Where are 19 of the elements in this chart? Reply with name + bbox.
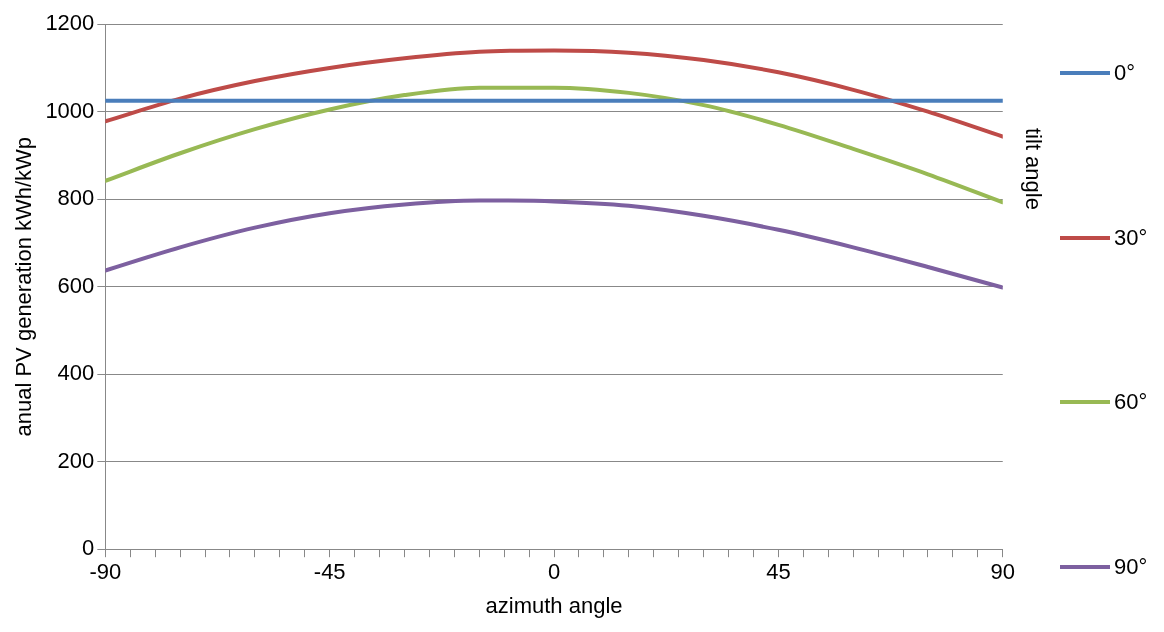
y-tick-label: 1000: [45, 97, 95, 123]
x-axis-title: azimuth angle: [485, 592, 623, 618]
x-tick-label: 45: [766, 559, 791, 585]
y-tick-label: 200: [57, 447, 95, 473]
x-tick-label: 90: [990, 559, 1016, 585]
y-tick-label: 600: [57, 272, 95, 298]
y-tick-label: 400: [57, 360, 95, 386]
legend-label: 30°: [1114, 224, 1148, 251]
x-tick-label: -90: [89, 559, 122, 585]
legend-label: 60°: [1114, 389, 1148, 416]
y-tick-label: 800: [57, 185, 95, 211]
legend-label: 0°: [1114, 60, 1136, 86]
y-tick-label: 0: [82, 535, 95, 561]
x-tick-label: -45: [313, 559, 346, 585]
y-axis-title: anual PV generation kWh/kWp: [11, 136, 37, 437]
x-tick-label: 0: [547, 559, 561, 585]
legend-title: tilt angle: [1020, 128, 1046, 210]
legend-label: 90°: [1114, 553, 1148, 580]
y-tick-label: 1200: [45, 10, 95, 36]
